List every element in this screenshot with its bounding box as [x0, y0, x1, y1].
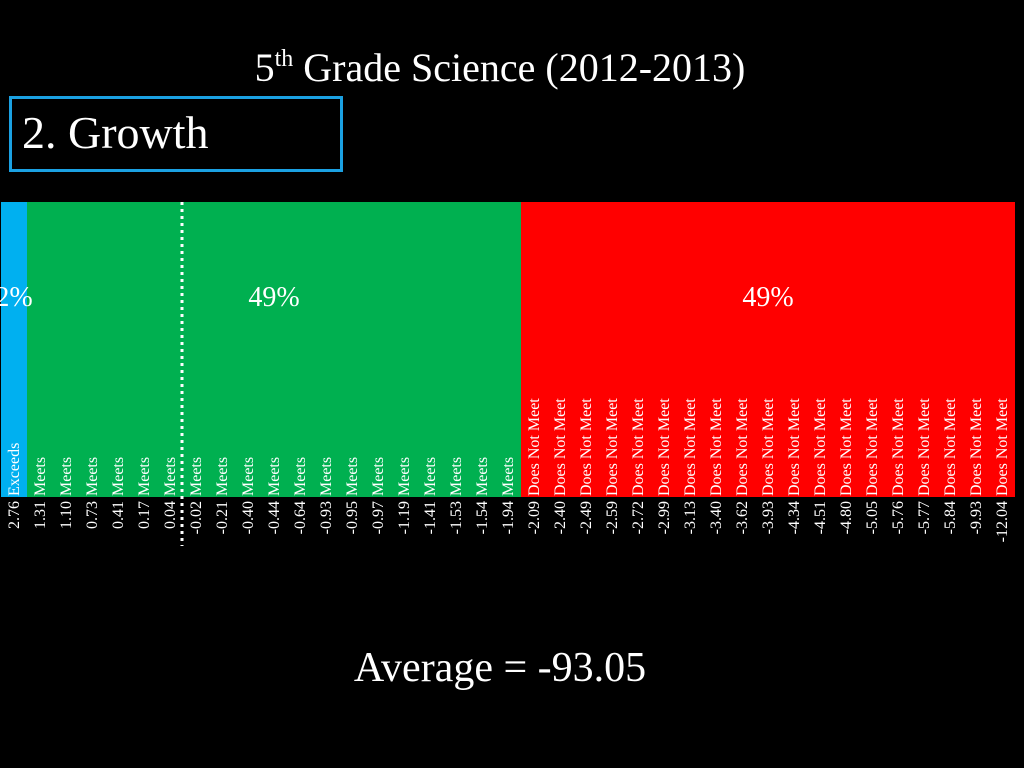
category-label: Meets — [370, 457, 387, 496]
category-label: Meets — [474, 457, 491, 496]
category-label: Does Not Meet — [916, 398, 933, 496]
category-label: Meets — [500, 457, 517, 496]
category-label: Does Not Meet — [968, 398, 985, 496]
value-label: -1.41 — [422, 501, 439, 534]
value-label: 1.10 — [58, 501, 75, 529]
category-label: Meets — [188, 457, 205, 496]
category-label: Meets — [136, 457, 153, 496]
value-label: -0.40 — [240, 501, 257, 534]
value-label: -5.76 — [890, 501, 907, 534]
category-label: Does Not Meet — [890, 398, 907, 496]
category-label: Does Not Meet — [734, 398, 751, 496]
value-label: -4.34 — [786, 501, 803, 534]
category-label: Meets — [422, 457, 439, 496]
value-label: 0.41 — [110, 501, 127, 529]
value-label: -5.84 — [942, 501, 959, 534]
section-box: 2. Growth — [9, 96, 343, 172]
title-number: 5 — [254, 45, 275, 90]
category-label: Does Not Meet — [630, 398, 647, 496]
category-label: Meets — [110, 457, 127, 496]
category-label: Does Not Meet — [526, 398, 543, 496]
category-label: Does Not Meet — [812, 398, 829, 496]
value-label: -4.51 — [812, 501, 829, 534]
value-label: 0.17 — [136, 501, 153, 529]
category-label: Does Not Meet — [552, 398, 569, 496]
category-label: Meets — [32, 457, 49, 496]
value-label: -1.94 — [500, 501, 517, 534]
title-superscript: th — [274, 46, 294, 72]
category-label: Meets — [240, 457, 257, 496]
category-label: Does Not Meet — [760, 398, 777, 496]
value-label: -0.95 — [344, 501, 361, 534]
category-label: Does Not Meet — [942, 398, 959, 496]
band-meets — [27, 202, 521, 497]
category-label: Does Not Meet — [578, 398, 595, 496]
value-label: -2.09 — [526, 501, 543, 534]
value-label: -0.64 — [292, 501, 309, 534]
band-does-not-meet — [521, 202, 1015, 497]
category-label: Meets — [344, 457, 361, 496]
value-label: 0.73 — [84, 501, 101, 529]
value-label: -2.40 — [552, 501, 569, 534]
value-label: -3.93 — [760, 501, 777, 534]
category-label: Meets — [84, 457, 101, 496]
category-label: Does Not Meet — [838, 398, 855, 496]
value-label: -1.19 — [396, 501, 413, 534]
category-label: Does Not Meet — [708, 398, 725, 496]
value-label: -2.49 — [578, 501, 595, 534]
value-label: -0.21 — [214, 501, 231, 534]
value-label: -2.59 — [604, 501, 621, 534]
average-text: Average = -93.05 — [353, 645, 647, 691]
category-label: Exceeds — [6, 443, 23, 496]
category-label: Does Not Meet — [656, 398, 673, 496]
value-label: -3.13 — [682, 501, 699, 534]
percent-label-does-not-meet: 49% — [742, 282, 793, 313]
category-label: Meets — [396, 457, 413, 496]
category-label: Does Not Meet — [994, 398, 1011, 496]
value-label: -5.05 — [864, 501, 881, 534]
value-label: 0.04 — [162, 501, 179, 529]
value-label: -5.77 — [916, 501, 933, 534]
value-label: -0.02 — [188, 501, 205, 534]
category-label: Does Not Meet — [786, 398, 803, 496]
category-label: Meets — [214, 457, 231, 496]
category-label: Does Not Meet — [604, 398, 621, 496]
category-label: Meets — [58, 457, 75, 496]
band-exceeds — [1, 202, 27, 497]
percent-label-meets: 49% — [248, 282, 299, 313]
category-label: Meets — [292, 457, 309, 496]
value-label: -1.54 — [474, 501, 491, 534]
page-title: 5th Grade Science (2012-2013) — [0, 40, 1000, 96]
value-label: -2.72 — [630, 501, 647, 534]
value-label: -0.93 — [318, 501, 335, 534]
value-label: -1.53 — [448, 501, 465, 534]
title-text: Grade Science (2012-2013) — [293, 45, 746, 90]
category-label: Meets — [162, 457, 179, 496]
value-label: -0.44 — [266, 501, 283, 534]
growth-chart: 2% 49% 49% Exceeds 2.76 Meets 1.31 Meets 1.10 Mee… — [0, 202, 1015, 546]
value-label: 1.31 — [32, 501, 49, 529]
section-label: 2. Growth — [22, 107, 209, 158]
value-label: -9.93 — [968, 501, 985, 534]
category-label: Meets — [266, 457, 283, 496]
value-label: -0.97 — [370, 501, 387, 534]
value-label: 2.76 — [6, 501, 23, 529]
category-label: Does Not Meet — [864, 398, 881, 496]
value-label: -12.04 — [994, 501, 1011, 542]
category-label: Meets — [448, 457, 465, 496]
category-label: Does Not Meet — [682, 398, 699, 496]
value-label: -3.40 — [708, 501, 725, 534]
category-label: Meets — [318, 457, 335, 496]
value-label: -3.62 — [734, 501, 751, 534]
value-label: -4.80 — [838, 501, 855, 534]
percent-label-exceeds: 2% — [0, 282, 33, 313]
value-label: -2.99 — [656, 501, 673, 534]
